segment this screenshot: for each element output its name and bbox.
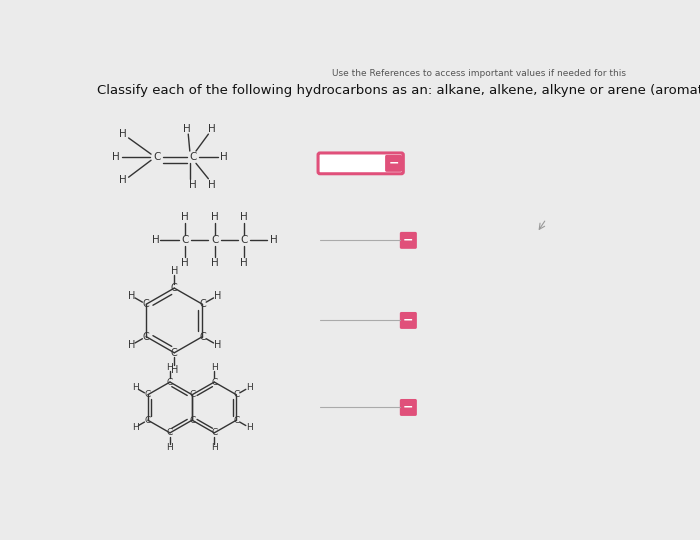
Text: H: H (211, 443, 218, 452)
Text: H: H (111, 152, 119, 162)
Text: H: H (211, 212, 218, 222)
Text: H: H (132, 423, 139, 432)
FancyBboxPatch shape (400, 399, 417, 416)
Text: H: H (246, 383, 253, 392)
Text: H: H (214, 291, 221, 301)
Text: H: H (152, 235, 160, 245)
Text: H: H (270, 235, 277, 245)
Text: H: H (240, 259, 248, 268)
FancyBboxPatch shape (400, 232, 417, 249)
Text: H: H (211, 363, 218, 372)
Text: C: C (211, 235, 218, 245)
Text: C: C (143, 299, 150, 309)
Text: H: H (132, 383, 139, 392)
Text: C: C (145, 390, 151, 399)
Text: C: C (233, 416, 239, 424)
Text: C: C (171, 348, 178, 358)
Text: H: H (211, 259, 218, 268)
Text: H: H (189, 180, 197, 190)
Text: C: C (189, 152, 197, 162)
Text: H: H (208, 180, 216, 190)
Text: C: C (211, 377, 218, 387)
Text: −: − (389, 157, 399, 170)
Text: C: C (211, 428, 218, 437)
Text: H: H (181, 212, 189, 222)
Text: −: − (403, 234, 414, 247)
Text: H: H (127, 291, 135, 301)
Text: C: C (189, 390, 195, 399)
FancyBboxPatch shape (400, 312, 417, 329)
Text: H: H (181, 259, 189, 268)
Text: H: H (119, 129, 127, 139)
Text: H: H (119, 176, 127, 185)
Text: C: C (143, 332, 150, 342)
Text: H: H (208, 124, 216, 134)
Text: C: C (189, 416, 195, 424)
Text: C: C (181, 235, 189, 245)
Text: H: H (167, 443, 174, 452)
Text: −: − (403, 401, 414, 414)
Text: C: C (145, 416, 151, 424)
Text: C: C (240, 235, 248, 245)
Text: C: C (167, 428, 173, 437)
Text: Use the References to access important values if needed for this: Use the References to access important v… (332, 69, 626, 78)
Text: C: C (153, 152, 161, 162)
Text: H: H (167, 363, 174, 372)
Text: H: H (214, 340, 221, 350)
Text: C: C (233, 390, 239, 399)
Text: H: H (220, 152, 228, 162)
Text: C: C (167, 377, 173, 387)
Text: C: C (171, 283, 178, 293)
Text: H: H (183, 124, 190, 134)
FancyBboxPatch shape (318, 153, 403, 174)
FancyBboxPatch shape (385, 155, 402, 172)
Text: −: − (403, 314, 414, 327)
Text: C: C (199, 299, 206, 309)
Text: H: H (240, 212, 248, 222)
Text: H: H (127, 340, 135, 350)
Text: Classify each of the following hydrocarbons as an: alkane, alkene, alkyne or are: Classify each of the following hydrocarb… (97, 84, 700, 97)
Text: H: H (171, 266, 178, 276)
Text: H: H (171, 364, 178, 375)
Text: C: C (199, 332, 206, 342)
Text: H: H (246, 423, 253, 432)
